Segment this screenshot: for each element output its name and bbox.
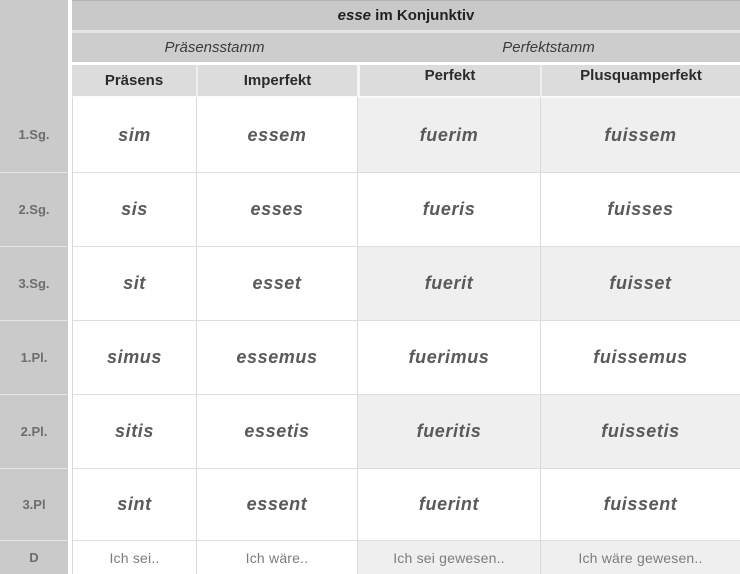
table-title-rest: im Konjunktiv — [371, 7, 475, 24]
translation-cell: Ich sei gewesen.. — [357, 540, 540, 574]
row-label: 1.Sg. — [0, 96, 68, 172]
table-title: esse im Konjunktiv — [72, 0, 740, 30]
header-separator — [72, 30, 740, 33]
conjugation-cell: sitis — [72, 394, 196, 468]
table-corner — [0, 0, 68, 96]
conjugation-cell: fuerimus — [357, 320, 540, 394]
conjugation-cell: fuisset — [540, 246, 740, 320]
table-title-verb: esse — [337, 7, 372, 24]
column-header-plusquamperfekt: Plusquamperfekt — [540, 65, 740, 96]
row-label: D — [0, 540, 68, 574]
column-header-praesens: Präsens — [72, 65, 196, 96]
conjugation-cell: fuerint — [357, 468, 540, 540]
row-label: 2.Sg. — [0, 172, 68, 246]
conjugation-cell: fuerim — [357, 96, 540, 172]
conjugation-cell: fueritis — [357, 394, 540, 468]
conjugation-cell: esses — [196, 172, 357, 246]
conjugation-cell: essetis — [196, 394, 357, 468]
row-label: 1.Pl. — [0, 320, 68, 394]
row-label: 2.Pl. — [0, 394, 68, 468]
conjugation-cell: fuisses — [540, 172, 740, 246]
conjugation-cell: fuerit — [357, 246, 540, 320]
conjugation-cell: fuissem — [540, 96, 740, 172]
conjugation-cell: fuissetis — [540, 394, 740, 468]
conjugation-cell: simus — [72, 320, 196, 394]
stem-group-perfektstamm: Perfektstamm — [357, 33, 740, 62]
conjugation-cell: essent — [196, 468, 357, 540]
row-label: 3.Sg. — [0, 246, 68, 320]
translation-cell: Ich sei.. — [72, 540, 196, 574]
translation-cell: Ich wäre gewesen.. — [540, 540, 740, 574]
conjugation-cell: sit — [72, 246, 196, 320]
conjugation-cell: sim — [72, 96, 196, 172]
conjugation-cell: esset — [196, 246, 357, 320]
conjugation-cell: sint — [72, 468, 196, 540]
stem-group-praesensstamm: Präsensstamm — [72, 33, 357, 62]
conjugation-cell: essemus — [196, 320, 357, 394]
conjugation-cell: fuissemus — [540, 320, 740, 394]
conjugation-cell: sis — [72, 172, 196, 246]
translation-cell: Ich wäre.. — [196, 540, 357, 574]
conjugation-cell: fuissent — [540, 468, 740, 540]
conjugation-cell: fueris — [357, 172, 540, 246]
column-header-imperfekt: Imperfekt — [196, 65, 357, 96]
conjugation-cell: essem — [196, 96, 357, 172]
row-label: 3.Pl — [0, 468, 68, 540]
column-header-perfekt: Perfekt — [357, 65, 540, 96]
